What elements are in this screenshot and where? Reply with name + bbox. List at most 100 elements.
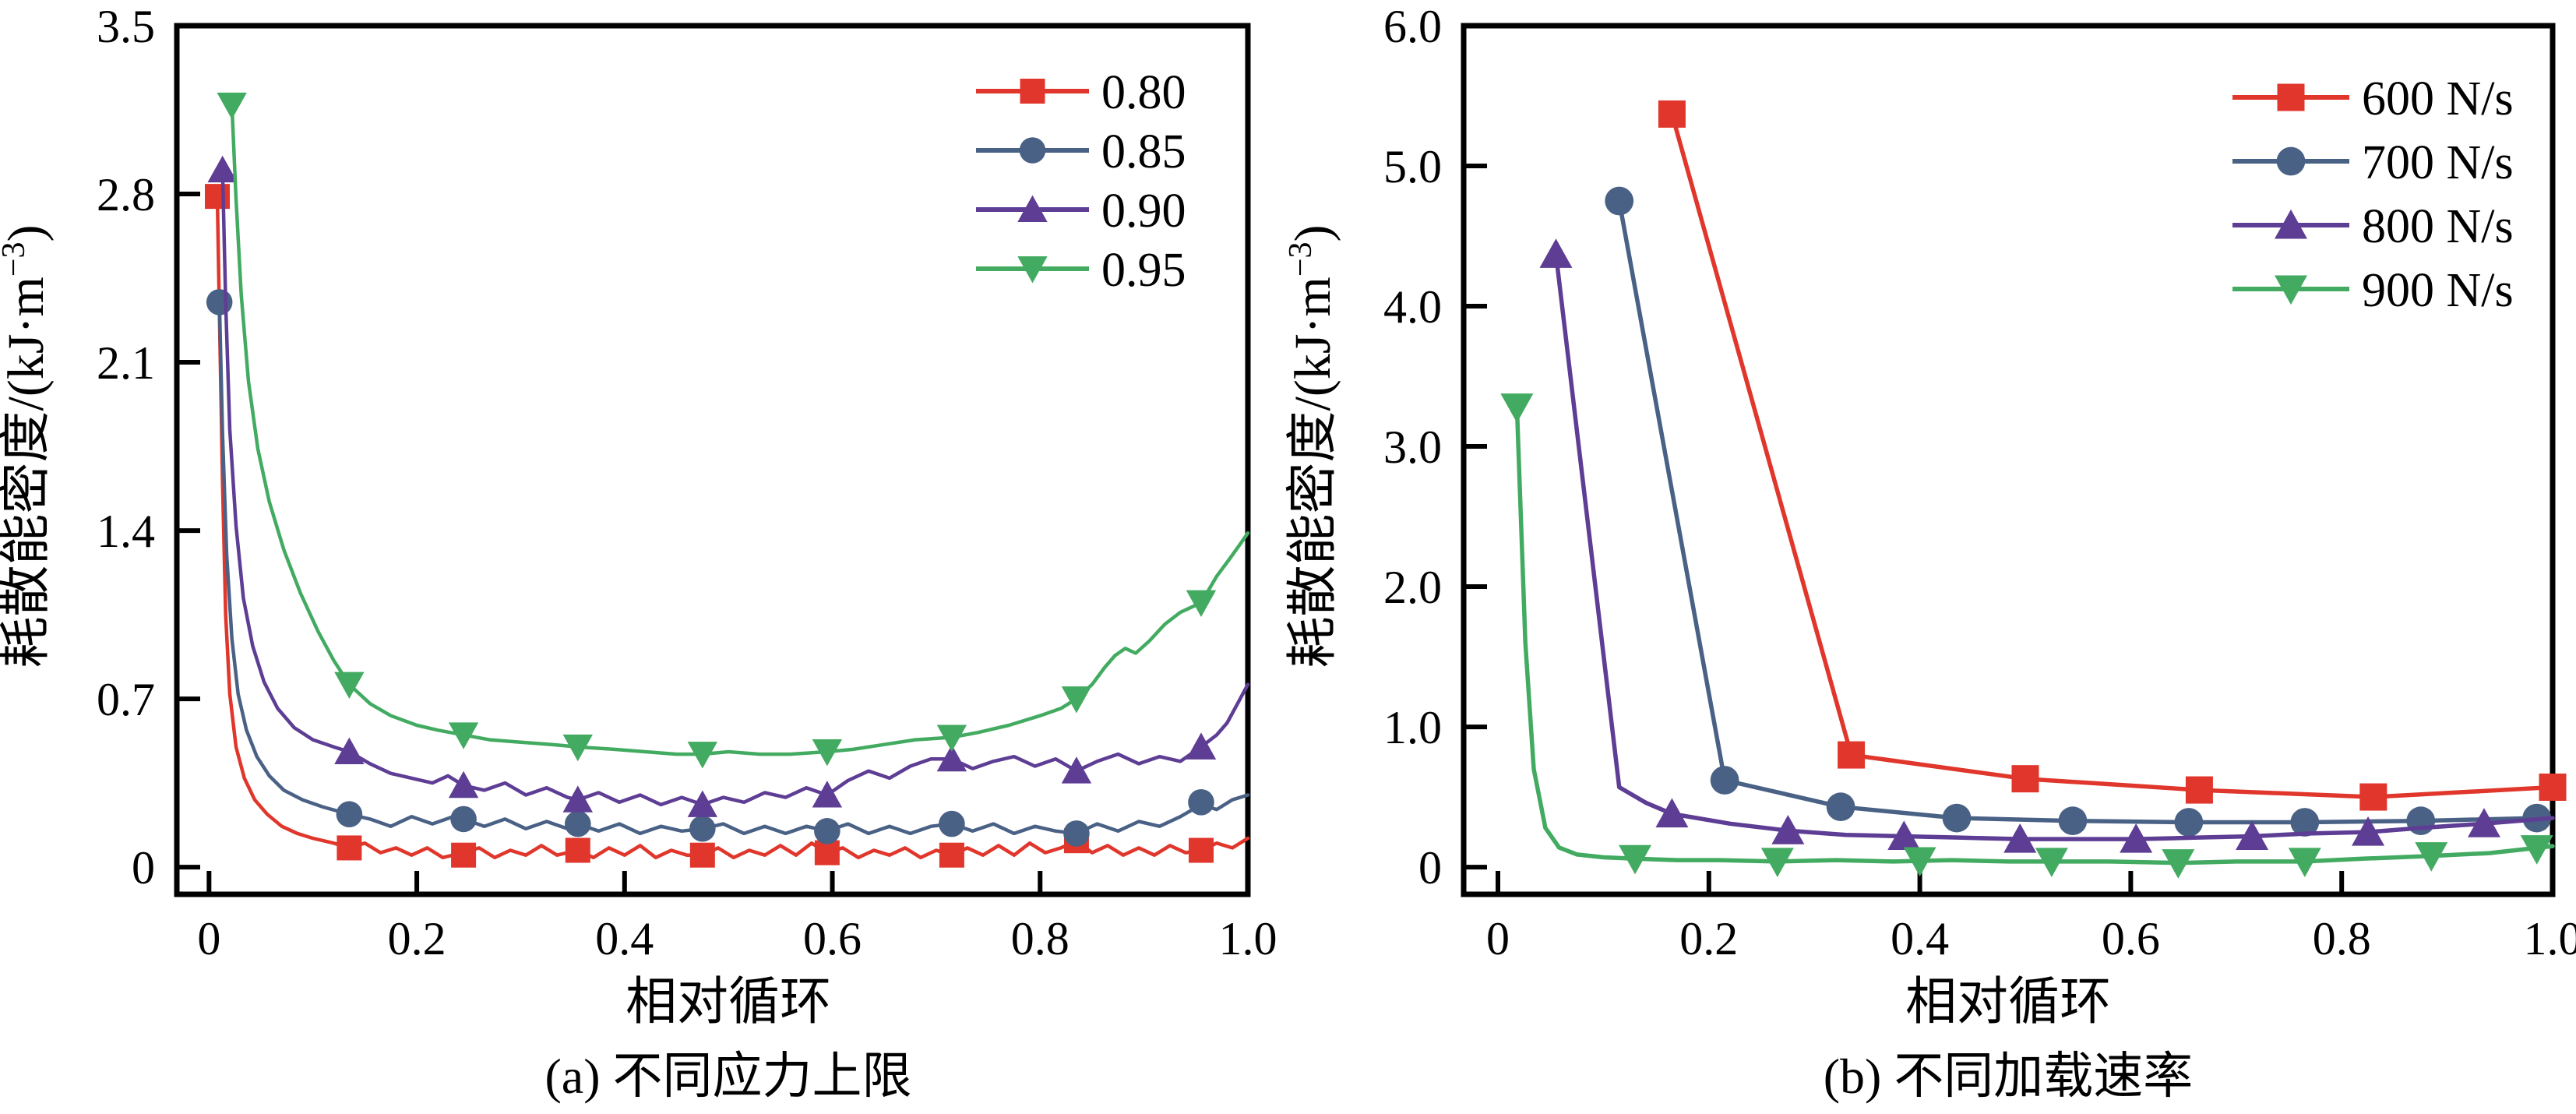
legend-square-marker — [1020, 79, 1045, 104]
legend-item-0.80: 0.80 — [976, 66, 1186, 119]
x-tick-label: 0.2 — [1679, 913, 1738, 964]
panel-a-y-axis-label-sup: −3 — [0, 241, 32, 277]
triangle-up-marker — [688, 790, 717, 816]
legend-item-600 N/s: 600 N/s — [2232, 72, 2514, 125]
legend-label: 0.90 — [1101, 185, 1186, 238]
square-marker — [451, 843, 476, 868]
y-tick-label: 1.4 — [97, 506, 155, 557]
square-marker — [205, 184, 230, 209]
circle-marker — [1063, 820, 1090, 847]
triangle-up-marker — [1186, 732, 1216, 759]
circle-marker — [1827, 792, 1855, 821]
y-tick-label: 2.8 — [97, 169, 155, 220]
panel-b-caption: (b) 不同加载速率 — [1824, 1049, 2194, 1104]
circle-marker — [1188, 789, 1214, 816]
x-tick-label: 0 — [197, 913, 220, 964]
legend-label: 900 N/s — [2362, 264, 2514, 317]
circle-marker — [337, 801, 363, 827]
triangle-down-marker — [1062, 686, 1091, 713]
triangle-up-marker — [334, 738, 364, 764]
panel-a-series-0.90-line — [223, 170, 1248, 805]
panel-b-y-axis-label-main: 耗散能密度/(kJ·m — [1284, 277, 1341, 668]
y-tick-label: 2.1 — [97, 337, 155, 389]
triangle-down-marker — [1186, 590, 1216, 617]
legend-circle-marker — [2277, 147, 2306, 176]
panel-b-x-axis-label: 相对循环 — [1905, 974, 2111, 1031]
circle-marker — [689, 816, 716, 842]
legend-label: 800 N/s — [2362, 200, 2514, 253]
panel-b-legend: 600 N/s 700 N/s 800 N/s 900 N/s — [2232, 72, 2514, 317]
legend-item-0.90: 0.90 — [976, 185, 1186, 238]
circle-marker — [1605, 187, 1633, 216]
x-tick-label: 0.6 — [803, 913, 862, 964]
panel-a-caption: (a) 不同应力上限 — [544, 1049, 911, 1104]
square-marker — [2539, 774, 2567, 801]
circle-marker — [565, 811, 591, 837]
triangle-up-marker — [449, 771, 478, 798]
panel-a-series-0.90-markers — [207, 156, 1216, 817]
panel-a-x-axis-label: 相对循环 — [625, 974, 831, 1031]
y-tick-label: 3.5 — [97, 1, 155, 52]
legend-label: 0.85 — [1101, 125, 1186, 178]
y-tick-label: 0.7 — [97, 674, 155, 725]
panel-a-series-0.95-markers — [217, 93, 1216, 769]
x-tick-label: 0.8 — [2313, 913, 2371, 964]
y-tick-label: 2.0 — [1383, 562, 1442, 613]
circle-marker — [2059, 806, 2088, 835]
square-marker — [1838, 742, 1865, 769]
x-tick-label: 0.6 — [2102, 913, 2160, 964]
panel-a-legend: 0.80 0.85 0.90 0.95 — [976, 66, 1186, 297]
triangle-down-marker — [217, 93, 246, 119]
square-marker — [2359, 784, 2387, 811]
square-marker — [1189, 838, 1214, 863]
panel-a-y-axis-label-end: ) — [0, 225, 55, 242]
panel-b-y-axis-label-end: ) — [1284, 225, 1341, 242]
circle-marker — [2406, 806, 2435, 835]
y-tick-label: 6.0 — [1383, 1, 1442, 52]
circle-marker — [939, 811, 965, 837]
legend-item-700 N/s: 700 N/s — [2232, 136, 2514, 189]
square-marker — [939, 843, 964, 868]
legend-label: 700 N/s — [2362, 136, 2514, 189]
square-marker — [337, 835, 361, 860]
circle-marker — [814, 818, 840, 844]
square-marker — [2012, 765, 2039, 792]
legend-item-900 N/s: 900 N/s — [2232, 264, 2514, 317]
panel-b-y-axis-label: 耗散能密度/(kJ·m−3) — [1283, 225, 1341, 668]
y-tick-label: 3.0 — [1383, 421, 1442, 473]
x-tick-label: 0.8 — [1011, 913, 1070, 964]
x-tick-label: 0.2 — [388, 913, 446, 964]
panel-a-series-0.95-line — [232, 105, 1248, 754]
panel-a-series-0.80-markers — [205, 184, 1214, 868]
panel-a-y-axis-label: 耗散能密度/(kJ·m−3) — [0, 225, 55, 668]
legend-circle-marker — [1020, 137, 1046, 164]
y-tick-label: 0 — [132, 842, 155, 894]
triangle-up-marker — [812, 781, 842, 807]
x-tick-label: 0 — [1486, 913, 1510, 964]
square-marker — [2186, 777, 2213, 804]
circle-marker — [2174, 808, 2203, 837]
y-tick-label: 4.0 — [1383, 281, 1442, 333]
y-tick-label: 1.0 — [1383, 702, 1442, 753]
circle-marker — [206, 289, 233, 316]
panel-b-y-axis-label-sup: −3 — [1283, 241, 1319, 277]
panel-a-series-0.80-line — [217, 196, 1248, 858]
panel-b-series-800 N/s-line — [1556, 254, 2553, 839]
legend-item-0.95: 0.95 — [976, 244, 1186, 297]
panel-a-y-axis-label-main: 耗散能密度/(kJ·m — [0, 277, 55, 668]
circle-marker — [1711, 766, 1739, 795]
y-tick-label: 0 — [1418, 842, 1442, 894]
legend-label: 0.80 — [1101, 66, 1186, 119]
triangle-up-marker — [1062, 756, 1091, 783]
x-tick-label: 1.0 — [2524, 913, 2576, 964]
square-marker — [690, 843, 715, 868]
legend-label: 600 N/s — [2362, 72, 2514, 125]
legend-square-marker — [2278, 84, 2305, 111]
triangle-down-marker — [1500, 393, 1533, 423]
